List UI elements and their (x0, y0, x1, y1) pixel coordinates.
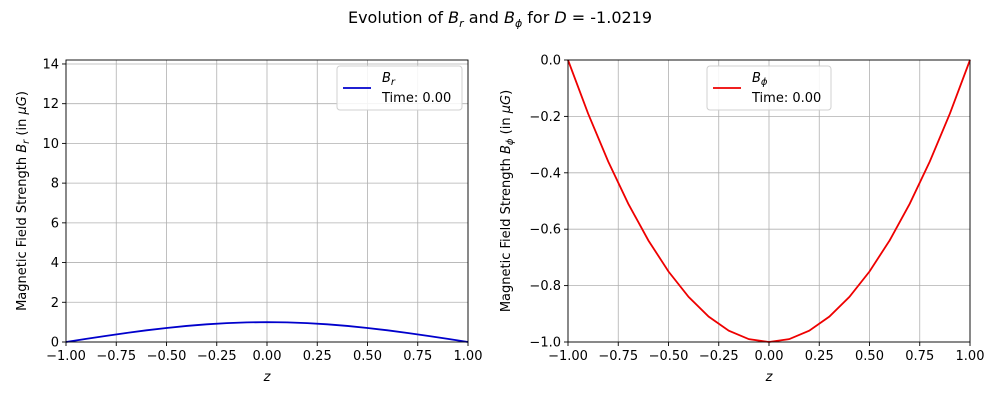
br-panel-y-tick-label: 8 (51, 177, 59, 192)
br-panel-legend-time-label: Time: 0.00 (381, 91, 451, 106)
bphi-panel-x-tick-label: −1.00 (548, 349, 588, 364)
bphi-panel-y-axis-label: Magnetic Field Strength Bϕ (in μG) (499, 90, 516, 312)
br-panel-x-tick-label: −0.25 (197, 349, 237, 364)
bphi-panel-x-tick-label: 0.00 (755, 349, 784, 364)
bphi-panel-y-tick-label: −0.6 (529, 223, 561, 238)
bphi-panel-y-tick-label: −0.4 (529, 166, 561, 181)
br-panel-x-tick-label: 0.50 (353, 349, 382, 364)
bphi-panel-y-tick-label: −1.0 (529, 336, 561, 351)
bphi-panel-x-tick-label: 0.25 (805, 349, 834, 364)
br-panel-series-line (65, 321, 469, 343)
br-panel-y-tick-label: 14 (42, 57, 59, 72)
bphi-panel-legend: Bϕ Time: 0.00 (706, 65, 832, 111)
br-panel-x-tick-label: 1.00 (454, 349, 483, 364)
br-panel-x-tick-label: 0.75 (403, 349, 432, 364)
figure-title: Evolution of Br and Bϕ for D = -1.0219 (348, 8, 652, 30)
br-panel-y-axis-label: Magnetic Field Strength Br (in μG) (15, 91, 32, 311)
bphi-panel-y-tick-label: −0.8 (529, 279, 561, 294)
br-panel-legend-box (336, 65, 463, 111)
br-panel-x-tick-label: −1.00 (46, 349, 86, 364)
bphi-panel-x-tick-label: 0.50 (855, 349, 884, 364)
bphi-panel-y-tick-label: −0.2 (529, 110, 561, 125)
br-panel-x-tick-label: 0.25 (303, 349, 332, 364)
bphi-panel-x-tick-label: 0.75 (905, 349, 934, 364)
bphi-chart-panel: −1.00 −0.75 −0.50 −0.25 0.00 0.25 0.50 0.75 1.00… (499, 54, 984, 386)
br-panel-legend: Br Time: 0.00 (336, 65, 463, 111)
bphi-panel-x-axis-label: z (765, 370, 774, 385)
br-panel-y-tick-label: 2 (51, 296, 59, 311)
bphi-panel-x-tick-label: −0.25 (699, 349, 739, 364)
br-panel-y-tick-label: 12 (42, 97, 59, 112)
br-panel-y-tick-label: 10 (42, 137, 59, 152)
br-chart-panel: −1.00 −0.75 −0.50 −0.25 0.00 0.25 0.50 0.75 1.00… (15, 57, 482, 385)
bphi-panel-legend-time-label: Time: 0.00 (751, 91, 821, 106)
bphi-panel-legend-series-label: Bϕ (752, 71, 768, 88)
br-panel-legend-series-label: Br (382, 71, 396, 88)
bphi-panel-y-tick-label: 0.0 (540, 54, 561, 69)
br-panel-x-tick-label: −0.75 (96, 349, 136, 364)
br-panel-x-tick-label: 0.00 (253, 349, 282, 364)
br-panel-y-tick-label: 4 (51, 256, 59, 271)
bphi-panel-x-tick-label: 1.00 (956, 349, 985, 364)
bphi-panel-legend-box (706, 65, 832, 111)
br-panel-x-axis-label: z (263, 370, 272, 385)
br-panel-y-tick-label: 6 (51, 216, 59, 231)
br-panel-x-tick-label: −0.50 (147, 349, 187, 364)
bphi-panel-x-tick-label: −0.75 (598, 349, 638, 364)
br-panel-y-tick-label: 0 (51, 336, 59, 351)
bphi-panel-x-tick-label: −0.50 (649, 349, 689, 364)
